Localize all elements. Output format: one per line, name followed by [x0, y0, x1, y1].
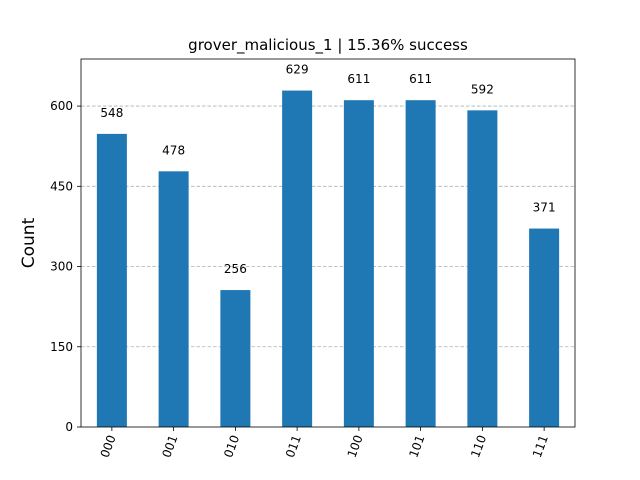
bar-110	[467, 110, 498, 427]
data-label-110: 592	[471, 82, 494, 96]
data-label-011: 629	[286, 63, 309, 77]
data-label-111: 371	[533, 201, 556, 215]
x-tick-label-010: 010	[221, 433, 242, 459]
axes: 0 150 300 450 600 000 001 010 011 100 101 110 111	[50, 58, 576, 460]
plot-frame	[80, 58, 576, 428]
bar-100	[343, 100, 374, 428]
gridlines	[81, 105, 575, 348]
x-tick-label-011: 011	[283, 433, 304, 459]
data-label-100: 611	[347, 72, 370, 86]
chart-title: grover_malicious_1 | 15.36% success	[188, 36, 468, 55]
data-label-001: 478	[162, 143, 185, 157]
x-tick-label-000: 000	[98, 433, 119, 459]
y-tick-label: 600	[50, 99, 73, 113]
data-label-101: 611	[409, 72, 432, 86]
y-tick-label: 450	[50, 179, 73, 193]
bar-101	[405, 100, 436, 428]
bar-111	[529, 228, 560, 427]
bar-000	[96, 133, 127, 427]
y-tick-label: 300	[50, 260, 73, 274]
x-tick-label-001: 001	[159, 433, 180, 459]
x-tick-label-101: 101	[406, 433, 427, 459]
data-label-010: 256	[224, 262, 247, 276]
bar-010	[220, 290, 251, 427]
y-tick-label: 150	[50, 340, 73, 354]
x-tick-label-110: 110	[468, 433, 489, 459]
x-tick-label-111: 111	[530, 433, 551, 459]
y-axis-label: Count	[19, 217, 39, 268]
x-tick-label-100: 100	[345, 433, 366, 459]
data-labels: 548 478 256 629 611 611 592 371	[100, 63, 555, 277]
data-label-000: 548	[100, 106, 123, 120]
bar-011	[282, 90, 313, 427]
bars	[96, 90, 560, 428]
bar-001	[158, 171, 189, 427]
y-tick-label: 0	[65, 420, 73, 434]
